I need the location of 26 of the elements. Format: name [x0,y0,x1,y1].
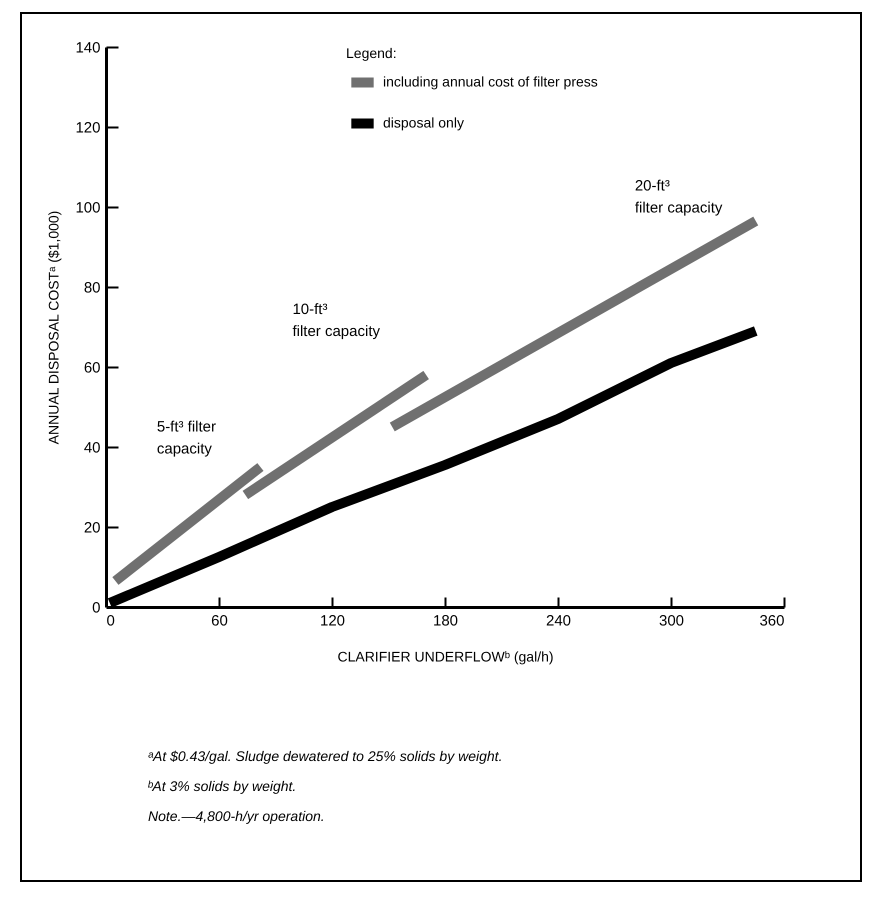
x-tick-label: 0 [106,612,115,630]
legend-title: Legend: [346,45,397,61]
y-axis-title: ANNUAL DISPOSAL COSTᵃ ($1,000) [45,210,62,444]
x-axis-title: CLARIFIER UNDERFLOWᵇ (gal/h) [337,648,554,664]
y-tick-label: 60 [84,360,100,376]
y-tick-label: 0 [92,600,100,616]
text: Note.—4,800-h/yr operation. [148,808,326,824]
text: ᵃAt $0.43/gal. Sludge dewatered to 25% solids by weight. [148,748,502,764]
y-tick-label: 100 [75,200,100,216]
x-tick-label: 300 [658,612,684,630]
y-tick-label: 140 [75,40,100,56]
y-tick-label: 120 [75,120,100,136]
x-tick-label: 120 [320,612,346,630]
legend-label: including annual cost of filter press [383,74,598,90]
y-tick-label: 80 [84,280,100,296]
annotation: 5-ft³ filter capacity [156,418,216,458]
x-tick-label: 180 [432,612,458,630]
x-tick-label: 60 [211,612,228,630]
x-tick-label: 240 [546,612,572,630]
x-tick-label: 360 [759,612,784,630]
y-tick-label: 20 [84,520,100,536]
y-tick-label: 40 [84,440,100,456]
annotation: 10-ft³ filter capacity [292,300,380,340]
annotation: 20-ft³ filter capacity [634,178,723,217]
legend-label: disposal only [383,114,464,130]
text: ᵇAt 3% solids by weight. [148,778,298,794]
